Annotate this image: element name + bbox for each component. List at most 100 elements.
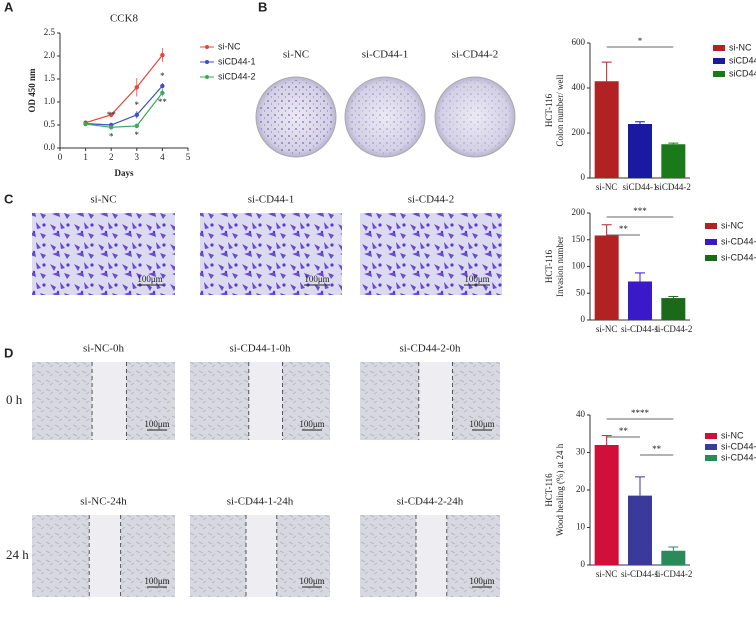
significance: * — [135, 100, 140, 110]
x-tick-label: si-NC — [596, 324, 618, 334]
significance: ** — [619, 426, 629, 436]
bar — [594, 445, 619, 565]
x-tick-label: siCD44-2 — [656, 182, 691, 192]
wound-gap — [248, 362, 283, 440]
panel-letter: B — [258, 0, 267, 14]
y-tick-label: 50 — [576, 287, 586, 297]
invasion-image — [200, 213, 342, 295]
scale-label: 100μm — [469, 576, 494, 586]
point — [134, 85, 139, 90]
x-tick-label: si-CD44-1 — [621, 324, 659, 334]
y-tick-label: 2.5 — [44, 27, 56, 37]
x-tick-label: 5 — [186, 152, 191, 162]
y-tick-label: 200 — [572, 207, 586, 217]
invasion-image — [360, 213, 502, 295]
y-axis-label: HCT-116 — [544, 93, 554, 127]
significance: ** — [652, 444, 662, 454]
significance: * — [135, 130, 140, 140]
bar — [594, 235, 619, 320]
image-label: si-NC — [283, 49, 309, 61]
y-tick-label: 0.0 — [44, 142, 56, 152]
legend-label: si-NC — [721, 220, 744, 230]
y-tick-label: 2.0 — [44, 50, 56, 60]
image-label: si-CD44-1-0h — [229, 343, 291, 355]
significance: * — [638, 36, 643, 46]
image-label: si-CD44-2-24h — [397, 496, 464, 508]
y-tick-label: 0 — [581, 314, 586, 324]
bar — [628, 124, 652, 178]
legend-swatch — [713, 45, 725, 51]
chart-title: CCK8 — [110, 13, 139, 25]
y-tick-label: 400 — [572, 82, 586, 92]
legend-marker — [205, 45, 209, 49]
legend-label: siCD44-1 — [729, 55, 756, 65]
y-axis-label: Invasion number — [555, 236, 565, 297]
bar — [661, 298, 686, 320]
legend-label: si-NC — [218, 41, 241, 51]
bar — [661, 144, 686, 178]
line — [85, 92, 163, 128]
legend-swatch — [705, 255, 717, 261]
y-tick-label: 30 — [576, 447, 586, 457]
legend-swatch — [705, 444, 717, 450]
x-tick-label: siCD44-1 — [622, 182, 657, 192]
wound-gap — [89, 515, 121, 597]
bar — [628, 495, 652, 565]
y-tick-label: 1.5 — [44, 73, 56, 83]
colonies — [259, 80, 333, 154]
x-tick-label: si-NC — [596, 182, 618, 192]
image-label: si-CD44-2-0h — [399, 343, 461, 355]
legend-label: si-CD44-2 — [721, 252, 756, 262]
bar — [594, 81, 619, 178]
legend-label: siCD44-2 — [218, 71, 256, 81]
image-label: si-NC — [90, 194, 116, 206]
significance: ** — [158, 97, 168, 107]
image-label: si-CD44-1 — [362, 49, 408, 61]
point — [109, 125, 114, 130]
scale-label: 100μm — [299, 576, 324, 586]
y-tick-label: 600 — [572, 37, 586, 47]
x-tick-label: 0 — [58, 152, 63, 162]
x-tick-label: 1 — [83, 152, 88, 162]
x-tick-label: si-CD44-2 — [654, 569, 692, 579]
wound-gap — [418, 362, 453, 440]
legend-label: si-CD44-1 — [721, 236, 756, 246]
significance: ** — [619, 224, 629, 234]
colonies — [438, 80, 512, 154]
scale-label: 100μm — [144, 419, 169, 429]
point — [109, 112, 114, 118]
y-tick-label: 20 — [576, 484, 586, 494]
scale-label: 100μm — [464, 274, 489, 284]
scale-label: 100μm — [299, 419, 324, 429]
legend-label: si-NC — [729, 42, 752, 52]
scale-label: 100μm — [144, 576, 169, 586]
y-tick-label: 1.0 — [44, 96, 56, 106]
bar — [628, 281, 652, 320]
bar — [661, 550, 686, 565]
y-tick-label: 200 — [572, 127, 586, 137]
y-tick-label: 10 — [576, 522, 586, 532]
x-tick-label: si-CD44-2 — [654, 324, 692, 334]
colonies — [348, 80, 422, 154]
x-tick-label: 3 — [135, 152, 140, 162]
legend-swatch — [705, 223, 717, 229]
image-label: si-CD44-1-24h — [227, 496, 294, 508]
legend-swatch — [713, 58, 725, 64]
image-label: si-NC-0h — [83, 343, 124, 355]
y-axis-label: OD 450 nm — [27, 68, 37, 113]
legend-label: si-NC — [721, 430, 744, 440]
line — [85, 54, 163, 124]
point — [134, 112, 139, 118]
x-tick-label: si-NC — [596, 569, 618, 579]
point — [83, 121, 88, 127]
panel-letter: A — [4, 0, 14, 14]
row-label: 24 h — [6, 547, 29, 562]
y-axis-label: HCT-116 — [544, 249, 554, 283]
x-tick-label: 4 — [160, 152, 165, 162]
legend-swatch — [705, 455, 717, 461]
scale-label: 100μm — [304, 274, 329, 284]
x-tick-label: si-CD44-1 — [621, 569, 659, 579]
x-axis-label: Days — [114, 168, 133, 178]
y-axis-label: Wood healing (%) at 24 h — [555, 443, 565, 536]
